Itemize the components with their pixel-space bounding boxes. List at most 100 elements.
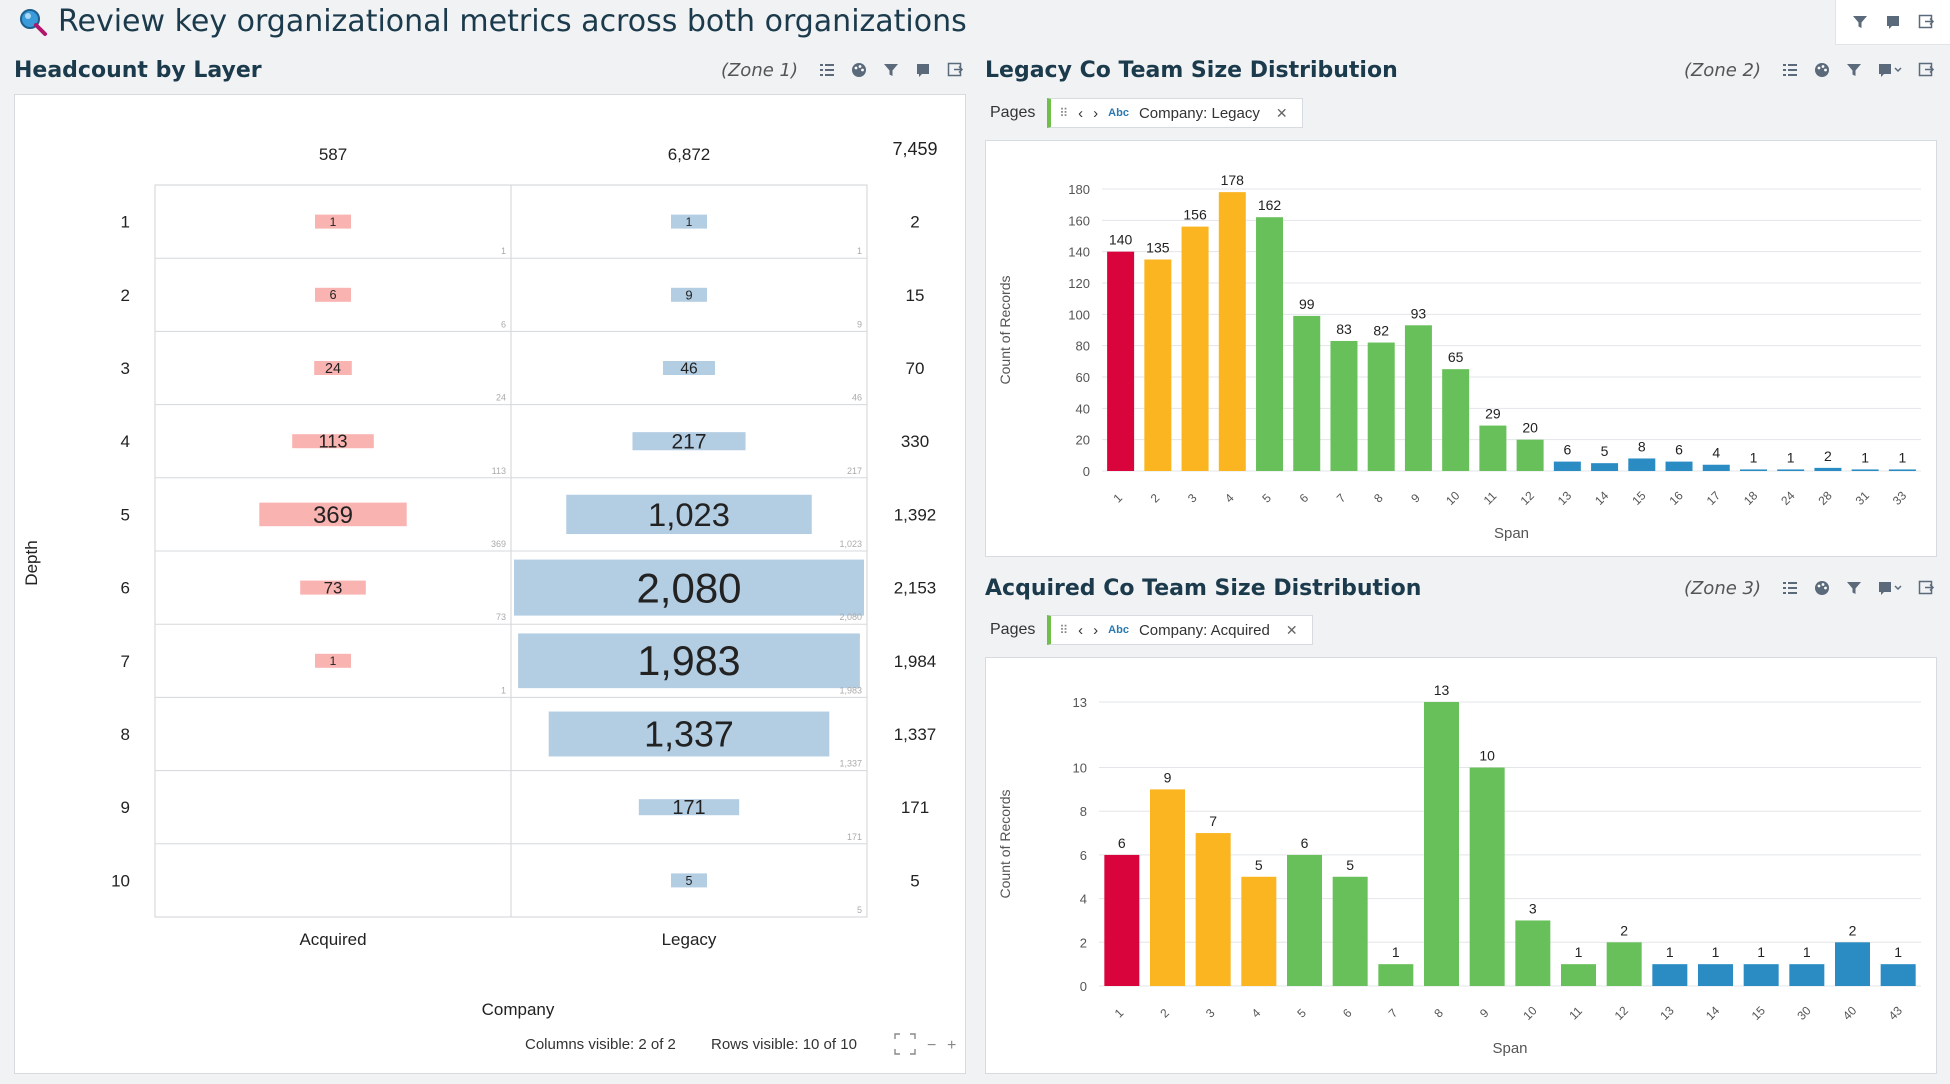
legacy-headcount-bar[interactable] (671, 873, 707, 888)
drag-handle-icon[interactable]: ⠿ (1059, 106, 1069, 120)
bar[interactable] (1287, 854, 1322, 986)
close-icon[interactable]: ✕ (1285, 621, 1298, 638)
bar[interactable] (1591, 463, 1619, 471)
bar[interactable] (1777, 469, 1805, 471)
bar[interactable] (1561, 964, 1596, 986)
acquired-headcount-bar[interactable] (315, 653, 351, 668)
bar[interactable] (1880, 964, 1916, 986)
export-icon[interactable] (1917, 61, 1935, 79)
prev-page-icon[interactable]: ‹ (1078, 621, 1084, 639)
bar[interactable] (1652, 964, 1688, 986)
next-page-icon[interactable]: › (1093, 621, 1099, 639)
bar[interactable] (1378, 964, 1414, 986)
filter-icon[interactable] (882, 61, 900, 79)
legacy-headcount-bar[interactable] (566, 494, 812, 535)
fit-icon[interactable] (894, 1033, 916, 1055)
bar[interactable] (1516, 439, 1544, 471)
legacy-headcount-bar[interactable] (514, 559, 864, 616)
acquired-headcount-bar[interactable] (300, 580, 366, 595)
row-total: 1,984 (894, 652, 937, 671)
bar[interactable] (1241, 876, 1277, 986)
row-total: 2 (910, 213, 919, 232)
x-tick-label: 43 (1886, 1003, 1906, 1023)
palette-icon[interactable] (1813, 61, 1831, 79)
export-icon[interactable] (1917, 13, 1935, 31)
bar[interactable] (1698, 964, 1733, 986)
bar[interactable] (1851, 469, 1879, 471)
cell-value-small: 1 (501, 685, 506, 695)
data-label: 20 (1522, 420, 1538, 436)
bar[interactable] (1702, 464, 1730, 471)
y-tick-label: 2 (1080, 935, 1087, 950)
drag-handle-icon[interactable]: ⠿ (1059, 623, 1069, 637)
bar[interactable] (1181, 226, 1209, 471)
bar[interactable] (1888, 469, 1916, 471)
bar[interactable] (1479, 425, 1507, 471)
bar[interactable] (1814, 467, 1842, 471)
legacy-headcount-bar[interactable] (662, 361, 716, 375)
comment-dropdown-icon[interactable] (1877, 579, 1903, 597)
palette-icon[interactable] (850, 61, 868, 79)
legacy-headcount-bar[interactable] (632, 432, 746, 451)
bar[interactable] (1739, 469, 1767, 471)
y-tick-label: 13 (1073, 695, 1087, 710)
bar[interactable] (1293, 315, 1321, 471)
legacy-headcount-bar[interactable] (671, 214, 707, 229)
bar[interactable] (1107, 251, 1135, 471)
x-tick-label: 14 (1703, 1003, 1723, 1023)
bar[interactable] (1424, 702, 1459, 986)
legacy-headcount-bar[interactable] (638, 799, 740, 816)
prev-page-icon[interactable]: ‹ (1078, 104, 1084, 122)
export-icon[interactable] (1917, 579, 1935, 597)
bar[interactable] (1515, 920, 1551, 986)
zone2-page-pill[interactable]: ⠿ ‹ › Abc Company: Legacy ✕ (1047, 98, 1303, 128)
bar[interactable] (1195, 833, 1231, 986)
zoom-in-icon[interactable]: + (947, 1037, 956, 1054)
bar[interactable] (1330, 340, 1358, 471)
bar[interactable] (1665, 461, 1693, 471)
bar[interactable] (1743, 964, 1779, 986)
filter-icon[interactable] (1851, 13, 1869, 31)
acquired-headcount-bar[interactable] (292, 434, 374, 449)
bar[interactable] (1606, 942, 1642, 986)
bar[interactable] (1367, 342, 1395, 471)
bar[interactable] (1442, 369, 1470, 471)
comment-dropdown-icon[interactable] (1877, 61, 1903, 79)
filter-icon[interactable] (1845, 579, 1863, 597)
zoom-out-icon[interactable]: − (927, 1037, 936, 1054)
legacy-headcount-bar[interactable] (671, 287, 707, 302)
bar[interactable] (1789, 964, 1825, 986)
legacy-headcount-bar[interactable] (518, 633, 860, 689)
acquired-headcount-bar[interactable] (259, 502, 407, 527)
data-label: 1 (1666, 944, 1674, 960)
filter-icon[interactable] (1845, 61, 1863, 79)
legacy-headcount-bar[interactable] (548, 711, 830, 757)
bar[interactable] (1553, 461, 1581, 471)
legend-icon[interactable] (1781, 579, 1799, 597)
legend-icon[interactable] (1781, 61, 1799, 79)
acquired-headcount-bar[interactable] (315, 287, 351, 302)
bar[interactable] (1144, 259, 1172, 472)
comment-icon[interactable] (914, 61, 932, 79)
next-page-icon[interactable]: › (1093, 104, 1099, 122)
export-icon[interactable] (946, 61, 964, 79)
bar[interactable] (1256, 217, 1284, 471)
legend-icon[interactable] (818, 61, 836, 79)
bar[interactable] (1404, 325, 1432, 471)
comment-icon[interactable] (1884, 13, 1902, 31)
rows-visible-status: Rows visible: 10 of 10 (711, 1036, 857, 1053)
bar[interactable] (1150, 789, 1185, 986)
acquired-headcount-bar[interactable] (314, 361, 352, 375)
bar[interactable] (1469, 767, 1505, 986)
bar[interactable] (1104, 854, 1140, 986)
acquired-headcount-bar[interactable] (315, 214, 351, 229)
zone3-page-pill[interactable]: ⠿ ‹ › Abc Company: Acquired ✕ (1047, 615, 1313, 645)
bar[interactable] (1835, 942, 1870, 986)
palette-icon[interactable] (1813, 579, 1831, 597)
row-total: 70 (906, 359, 925, 378)
close-icon[interactable]: ✕ (1275, 104, 1288, 121)
bar[interactable] (1218, 192, 1246, 471)
page-title: Review key organizational metrics across… (58, 4, 967, 39)
bar[interactable] (1332, 876, 1368, 986)
bar[interactable] (1628, 458, 1656, 471)
